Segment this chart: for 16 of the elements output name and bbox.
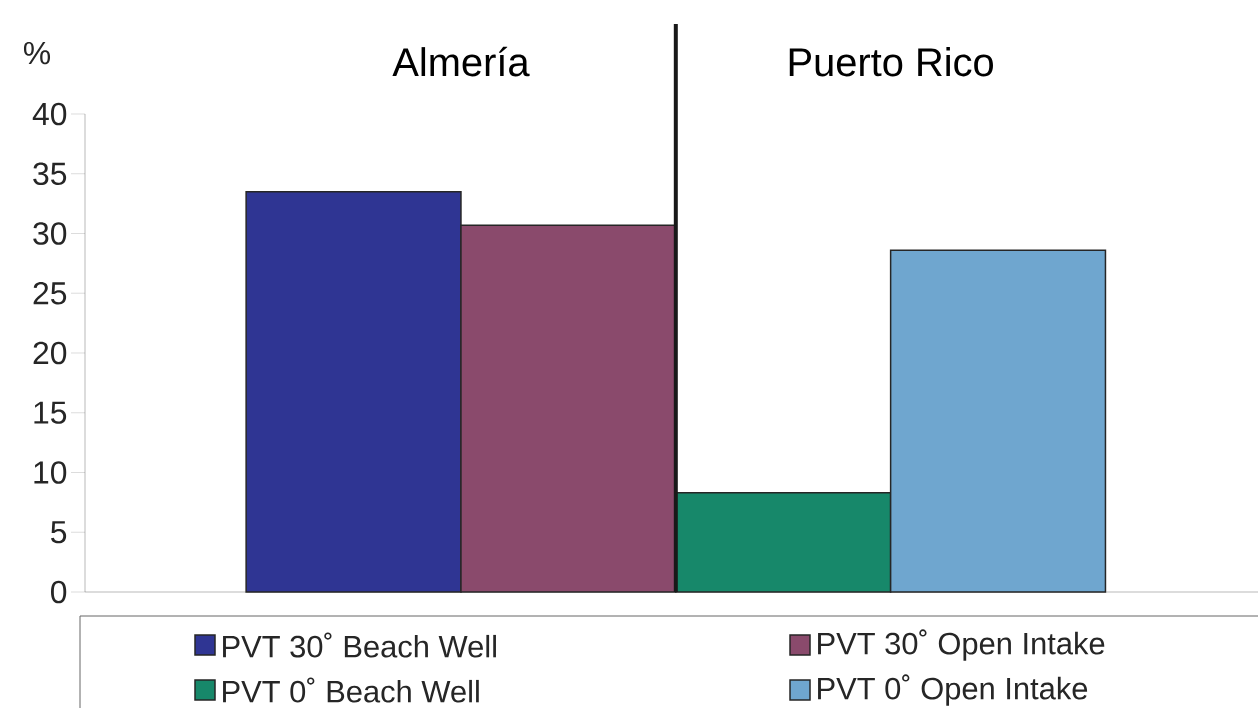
- y-tick-label: 30: [33, 222, 67, 245]
- y-axis-title: %: [23, 41, 51, 65]
- y-tick-label: 35: [33, 162, 67, 186]
- y-tick-label: 20: [33, 341, 67, 365]
- y-tick-label: 15: [34, 401, 67, 424]
- y-tick-label: 25: [33, 281, 67, 305]
- y-tick-label: 5: [51, 521, 67, 544]
- y-tick-label: 0: [51, 580, 67, 604]
- text: Almería: [392, 46, 530, 77]
- text: Puerto Rico: [789, 47, 993, 77]
- y-tick-label: 40: [32, 102, 67, 126]
- legend-label: PVT 0˚ Beach Well: [223, 677, 479, 703]
- legend-label: PVT 30˚ Open Intake: [818, 629, 1105, 661]
- legend-label: PVT 0˚ Open Intake: [818, 674, 1088, 706]
- legend-label: PVT 30˚ Beach Well: [223, 632, 496, 658]
- y-tick-label: 10: [34, 461, 67, 484]
